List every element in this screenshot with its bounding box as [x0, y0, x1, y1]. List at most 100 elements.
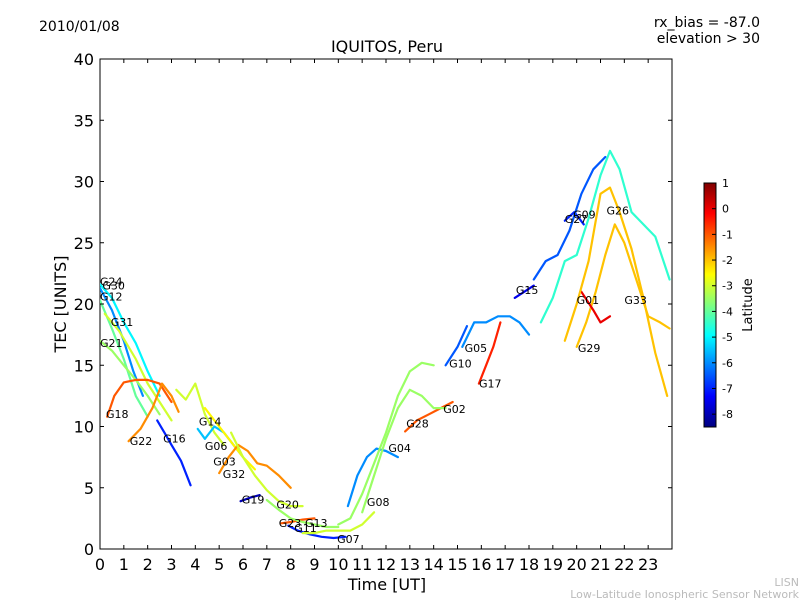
- colorbar: [703, 182, 717, 428]
- series-line-g18: [106, 378, 173, 418]
- y-tick-label: 20: [74, 295, 94, 314]
- x-tick-label: 14: [423, 555, 443, 574]
- x-tick-label: 12: [376, 555, 396, 574]
- series-label-g29: G29: [578, 342, 601, 355]
- series-label-g02: G02: [443, 403, 466, 416]
- x-tick-label: 19: [543, 555, 563, 574]
- series-label-g24: G24: [100, 276, 123, 289]
- series-line-g15: [513, 284, 535, 299]
- y-tick-label: 35: [74, 111, 94, 130]
- x-tick-label: 7: [262, 555, 272, 574]
- y-tick-label: 30: [74, 173, 94, 192]
- series-label-g14: G14: [199, 415, 222, 428]
- series-label-g05: G05: [465, 342, 488, 355]
- series-label-g11: G11: [294, 522, 317, 535]
- date-label: 2010/01/08: [39, 19, 120, 35]
- series-label-g15: G15: [516, 284, 539, 297]
- x-tick-label: 2: [143, 555, 153, 574]
- axis-layer: 0 1 2 3 4 5 6 7 8 9 10 11 12 13 14 15 16 17 18 19 20 21 22 2305…: [74, 50, 672, 574]
- series-line-g17: [477, 321, 502, 385]
- series-label-g23: G23: [279, 517, 302, 530]
- x-tick-label: 13: [400, 555, 420, 574]
- x-tick-label: 1: [119, 555, 129, 574]
- x-tick-label: 4: [190, 555, 200, 574]
- x-tick-label: 22: [614, 555, 634, 574]
- colorbar-tick-label: -5: [722, 331, 733, 344]
- series-label-g31: G31: [111, 316, 134, 329]
- x-tick-label: 18: [519, 555, 539, 574]
- series-label-g26: G26: [606, 205, 629, 218]
- series-label-g20: G20: [276, 499, 299, 512]
- footer-long: Low-Latitude Ionospheric Sensor Network: [570, 588, 799, 600]
- y-tick-label: 10: [74, 418, 94, 437]
- series-label-g06: G06: [205, 440, 228, 453]
- series-line-g11: [287, 524, 347, 540]
- series-label-g13: G13: [305, 517, 328, 530]
- colorbar-tick-label: -1: [722, 228, 733, 241]
- colorbar-tick-label: -3: [722, 280, 733, 293]
- series-label-g28: G28: [406, 418, 429, 431]
- x-tick-label: 3: [166, 555, 176, 574]
- series-line-g26: [539, 149, 671, 324]
- series-line-g09: [532, 155, 607, 281]
- series-line-g14: [175, 382, 225, 446]
- series-line-g10: [444, 325, 469, 367]
- series-label-g10: G10: [449, 358, 472, 371]
- series-line-g33: [563, 186, 669, 397]
- x-tick-label: 5: [214, 555, 224, 574]
- series-label-g12: G12: [100, 290, 123, 303]
- elevation-label: elevation > 30: [657, 31, 760, 47]
- series-label-g17: G17: [479, 377, 502, 390]
- series-label-g33: G33: [624, 294, 647, 307]
- rx-bias-label: rx_bias = -87.0: [654, 15, 760, 31]
- series-line-g16: [156, 419, 192, 487]
- series-label-g08: G08: [367, 496, 390, 509]
- chart-title: IQUITOS, Peru: [331, 37, 443, 56]
- x-tick-label: 10: [328, 555, 348, 574]
- colorbar-label: Latitude: [741, 278, 756, 332]
- y-tick-label: 5: [84, 479, 94, 498]
- series-line-g31: [103, 312, 173, 422]
- series-line-g01: [580, 290, 612, 324]
- series-line-g20: [230, 431, 304, 508]
- series-layer: [100, 149, 671, 540]
- colorbar-tick-label: -6: [722, 357, 733, 370]
- series-line-g13: [265, 498, 340, 529]
- series-line-g02: [361, 388, 447, 514]
- series-label-g07: G07: [337, 533, 360, 546]
- x-tick-label: 23: [638, 555, 658, 574]
- x-tick-label: 16: [471, 555, 491, 574]
- series-line-g32: [218, 443, 292, 489]
- x-tick-label: 21: [590, 555, 610, 574]
- series-label-g01: G01: [577, 294, 600, 307]
- series-line-g19: [239, 494, 261, 503]
- series-label-g04: G04: [388, 442, 411, 455]
- series-label-g30: G30: [102, 279, 125, 292]
- footer-short: LISN: [774, 576, 799, 589]
- series-line-g24: [100, 283, 161, 397]
- y-tick-label: 0: [84, 540, 94, 559]
- colorbar-tick-label: -2: [722, 254, 733, 267]
- y-tick-label: 25: [74, 234, 94, 253]
- y-tick-label: 15: [74, 356, 94, 375]
- x-tick-label: 20: [566, 555, 586, 574]
- x-tick-label: 9: [309, 555, 319, 574]
- series-label-g09: G09: [573, 208, 596, 221]
- x-tick-label: 0: [95, 555, 105, 574]
- series-line-g08: [346, 447, 399, 508]
- colorbar-tick-label: -8: [722, 408, 733, 421]
- x-axis-label: Time [UT]: [347, 575, 426, 594]
- series-label-g27: G27: [565, 213, 588, 226]
- series-line-g27: [563, 211, 585, 226]
- series-line-g22: [127, 382, 180, 443]
- colorbar-tick-label: 0: [722, 203, 729, 216]
- series-label-g22: G22: [130, 435, 153, 448]
- colorbar-tick-label: -7: [722, 382, 733, 395]
- x-tick-label: 8: [286, 555, 296, 574]
- series-line-g21: [100, 339, 161, 416]
- series-label-g16: G16: [163, 432, 186, 445]
- series-label-g19: G19: [242, 494, 265, 507]
- y-tick-label: 40: [74, 50, 94, 69]
